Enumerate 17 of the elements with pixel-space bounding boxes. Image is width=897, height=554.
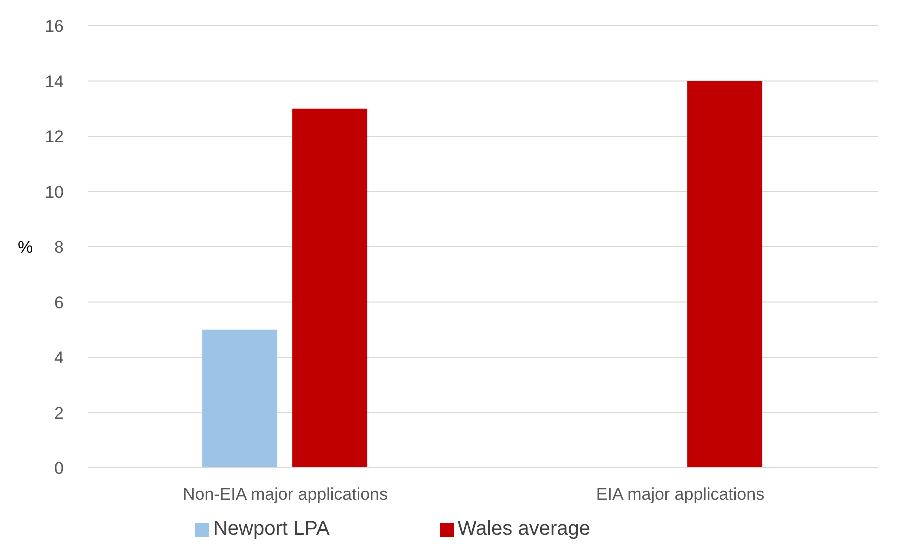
y-tick-label: 12 [45,128,64,147]
y-tick-label: 2 [54,404,64,423]
legend-label: Wales average [458,518,590,540]
y-tick-label: 6 [54,293,64,312]
y-axis-title: % [18,238,34,258]
y-tick-label: 8 [54,238,64,258]
x-tick-label: Non-EIA major applications [182,485,388,504]
x-tick-label: EIA major applications [596,485,765,504]
y-tick-label: 0 [54,459,64,478]
y-tick-label: 14 [45,72,64,92]
y-tick-label: 4 [54,348,64,368]
bar [202,330,278,468]
bar [292,108,368,468]
bar [688,81,763,468]
y-tick-label: 16 [45,17,64,36]
y-tick-label: 10 [45,182,64,202]
legend-label: Newport LPA [213,518,330,540]
